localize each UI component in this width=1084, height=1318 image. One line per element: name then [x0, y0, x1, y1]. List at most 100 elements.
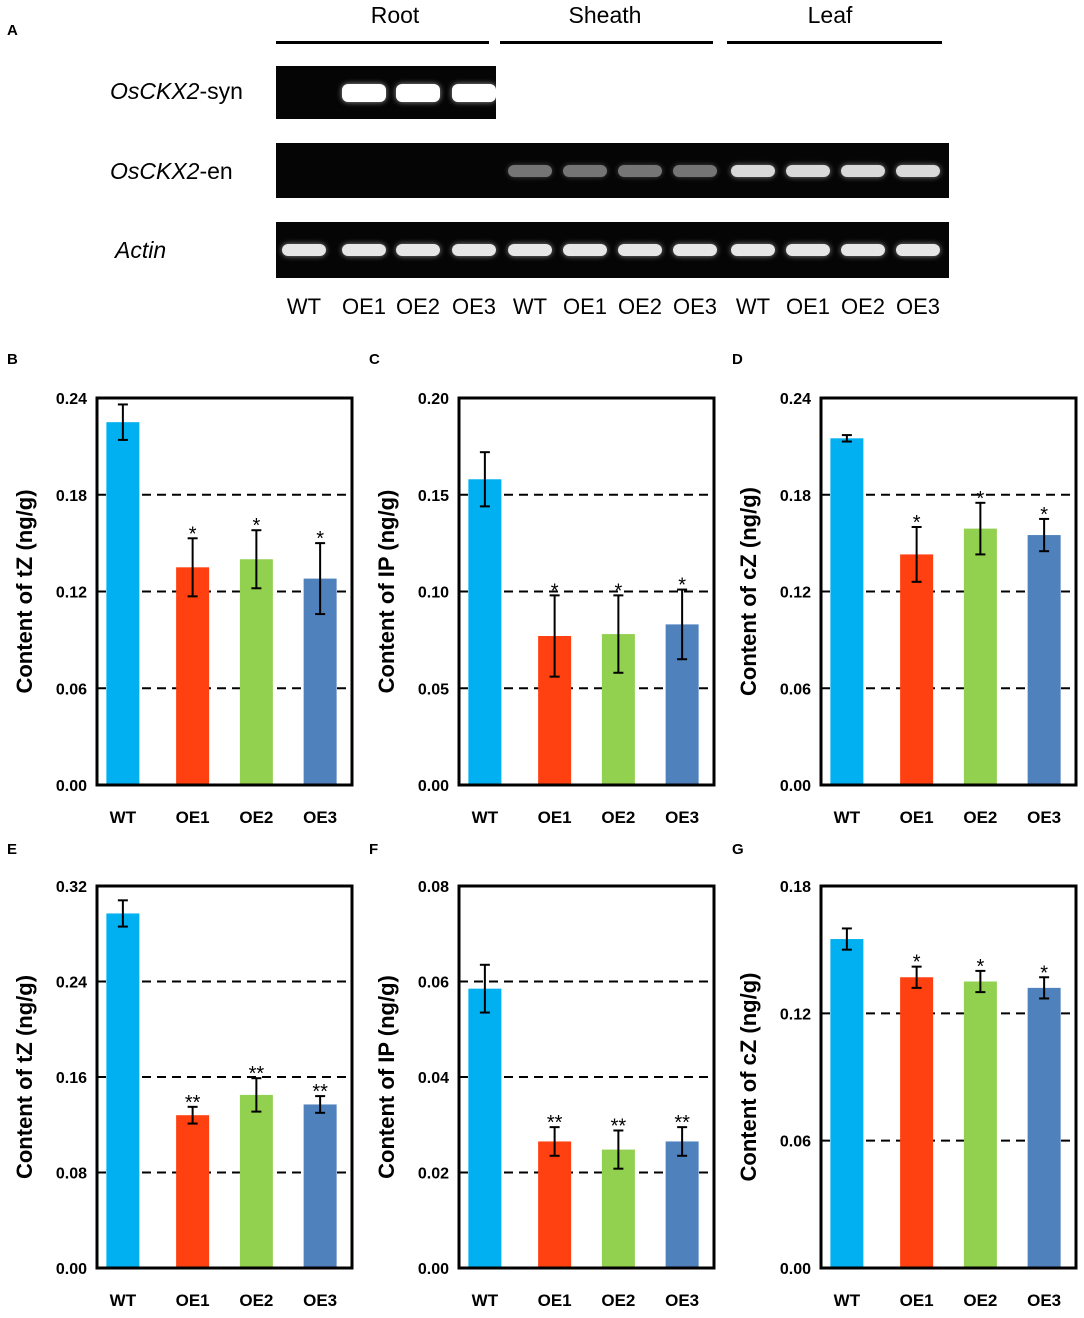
x-tick-label: WT — [834, 808, 861, 827]
gel-band — [841, 244, 885, 256]
y-tick-label: 0.16 — [56, 1070, 87, 1087]
x-tick-label: WT — [472, 1291, 499, 1310]
panel-letter-b: B — [7, 351, 18, 368]
gel-band — [731, 164, 775, 177]
gel-band — [282, 244, 326, 256]
y-tick-label: 0.18 — [780, 488, 811, 505]
significance-mark: ** — [312, 1081, 328, 1103]
x-tick-label: OE1 — [900, 808, 934, 827]
significance-mark: * — [976, 488, 984, 510]
significance-mark: * — [1040, 504, 1048, 526]
significance-mark: ** — [547, 1112, 563, 1134]
bar — [1027, 535, 1061, 785]
bar — [963, 528, 997, 785]
x-tick-label: OE1 — [538, 808, 572, 827]
bar — [303, 1104, 337, 1268]
y-tick-label: 0.12 — [780, 585, 811, 602]
chart-d: WT * OE1 * OE2 * OE3 0.00 0.06 0.12 0.18 0.24 Conten… — [736, 391, 1078, 827]
x-tick-label: WT — [472, 808, 499, 827]
significance-mark: ** — [611, 1115, 627, 1137]
y-axis-label: Content of IP (ng/g) — [374, 490, 399, 694]
gel-band — [786, 164, 830, 177]
y-axis-label: Content of tZ (ng/g) — [12, 489, 37, 693]
y-tick-label: 0.00 — [56, 1261, 87, 1278]
gel-strip-actin — [276, 222, 949, 278]
x-tick-label: OE3 — [665, 1291, 699, 1310]
y-tick-label: 0.00 — [418, 1261, 449, 1278]
bar — [900, 977, 934, 1268]
x-tick-label: OE1 — [176, 1291, 210, 1310]
gel-lane-label: WT — [286, 294, 322, 319]
x-tick-label: OE2 — [239, 808, 273, 827]
gel-lane-label: OE1 — [341, 294, 387, 319]
gel-band — [452, 83, 496, 102]
x-tick-label: WT — [110, 1291, 137, 1310]
y-tick-label: 0.12 — [780, 1006, 811, 1023]
bar — [900, 554, 934, 785]
tissue-label-leaf: Leaf — [807, 2, 853, 28]
bar — [830, 438, 864, 785]
y-tick-label: 0.12 — [56, 585, 87, 602]
plot-frame — [819, 396, 1078, 787]
y-tick-label: 0.04 — [418, 1070, 449, 1087]
x-tick-label: OE1 — [900, 1291, 934, 1310]
gel-band — [342, 244, 386, 256]
panel-letter-a: A — [7, 22, 18, 39]
gel-band — [896, 244, 940, 256]
panel-letter-d: D — [732, 351, 743, 368]
bar — [468, 479, 502, 785]
bar — [106, 913, 140, 1268]
bar — [176, 1115, 210, 1268]
panel-letter-f: F — [369, 841, 379, 858]
gel-band — [673, 244, 717, 256]
bar — [239, 559, 273, 785]
gel-strip-en — [276, 143, 949, 198]
bar — [239, 1094, 273, 1268]
chart-c: WT * OE1 * OE2 * OE3 0.00 0.05 0.10 0.15 0.20 Conten… — [374, 391, 716, 827]
y-tick-label: 0.10 — [418, 585, 449, 602]
significance-mark: * — [551, 580, 559, 602]
significance-mark: * — [976, 956, 984, 978]
y-tick-label: 0.08 — [418, 879, 449, 896]
significance-mark: ** — [674, 1112, 690, 1134]
x-tick-label: OE1 — [176, 808, 210, 827]
plot-frame — [95, 884, 354, 1270]
significance-mark: * — [316, 528, 324, 550]
gel-band — [563, 164, 607, 177]
significance-mark: * — [1040, 962, 1048, 984]
y-axis-label: Content of IP (ng/g) — [374, 975, 399, 1179]
bar — [538, 1141, 572, 1268]
significance-mark: * — [252, 515, 260, 537]
y-tick-label: 0.05 — [418, 681, 449, 698]
x-tick-label: OE2 — [601, 1291, 635, 1310]
x-tick-label: OE3 — [1027, 808, 1061, 827]
y-tick-label: 0.08 — [56, 1166, 87, 1183]
bar — [468, 988, 502, 1268]
chart-b: WT * OE1 * OE2 * OE3 0.00 0.06 0.12 0.18 0.24 Conten… — [12, 391, 354, 827]
y-tick-label: 0.06 — [780, 1134, 811, 1151]
significance-mark: * — [678, 575, 686, 597]
bar — [665, 1141, 699, 1268]
gel-lane-label: OE2 — [617, 294, 663, 319]
x-tick-label: OE3 — [1027, 1291, 1061, 1310]
gel-band — [618, 164, 662, 177]
chart-f: WT ** OE1 ** OE2 ** OE3 0.00 0.02 0.04 0.06 0.08 Con… — [374, 879, 716, 1310]
y-tick-label: 0.06 — [780, 681, 811, 698]
y-tick-label: 0.18 — [780, 879, 811, 896]
x-tick-label: OE2 — [963, 808, 997, 827]
x-tick-label: OE3 — [665, 808, 699, 827]
y-tick-label: 0.24 — [56, 391, 87, 408]
y-axis-label: Content of tZ (ng/g) — [12, 975, 37, 1179]
y-tick-label: 0.32 — [56, 879, 87, 896]
plot-frame — [95, 396, 354, 787]
gel-band — [731, 244, 775, 256]
y-tick-label: 0.24 — [56, 975, 87, 992]
tissue-divider-sheath — [500, 41, 713, 44]
gel-band — [508, 164, 552, 177]
y-tick-label: 0.00 — [56, 778, 87, 795]
gel-lane-label: WT — [735, 294, 771, 319]
x-tick-label: OE1 — [538, 1291, 572, 1310]
significance-mark: * — [189, 523, 197, 545]
plot-frame — [457, 396, 716, 787]
chart-e: WT ** OE1 ** OE2 ** OE3 0.00 0.08 0.16 0.24 0.32 Con… — [12, 879, 354, 1310]
